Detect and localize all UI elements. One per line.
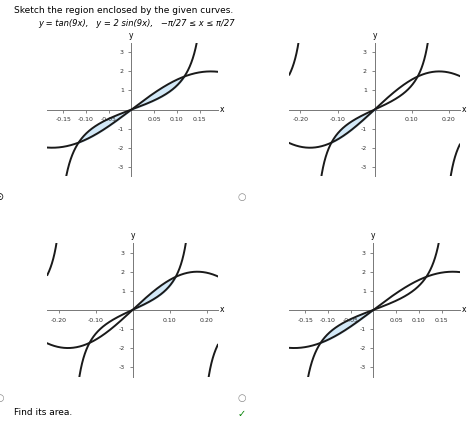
- Text: ○: ○: [0, 392, 4, 403]
- Text: x: x: [219, 105, 224, 114]
- Text: ○: ○: [237, 392, 246, 403]
- Text: ✓: ✓: [237, 409, 246, 419]
- Text: Sketch the region enclosed by the given curves.: Sketch the region enclosed by the given …: [14, 6, 234, 15]
- Text: y: y: [371, 232, 376, 241]
- Text: Find its area.: Find its area.: [14, 408, 73, 417]
- Text: y = tan(9x),   y = 2 sin(9x),   −π/27 ≤ x ≤ π/27: y = tan(9x), y = 2 sin(9x), −π/27 ≤ x ≤ …: [38, 19, 235, 28]
- Text: y: y: [129, 31, 134, 40]
- Text: x: x: [219, 305, 224, 315]
- Text: y: y: [373, 31, 377, 40]
- Text: x: x: [462, 305, 466, 315]
- Text: y: y: [130, 232, 135, 241]
- Text: x: x: [462, 105, 466, 114]
- Text: ○: ○: [237, 192, 246, 202]
- Text: ⊙: ⊙: [0, 192, 4, 202]
